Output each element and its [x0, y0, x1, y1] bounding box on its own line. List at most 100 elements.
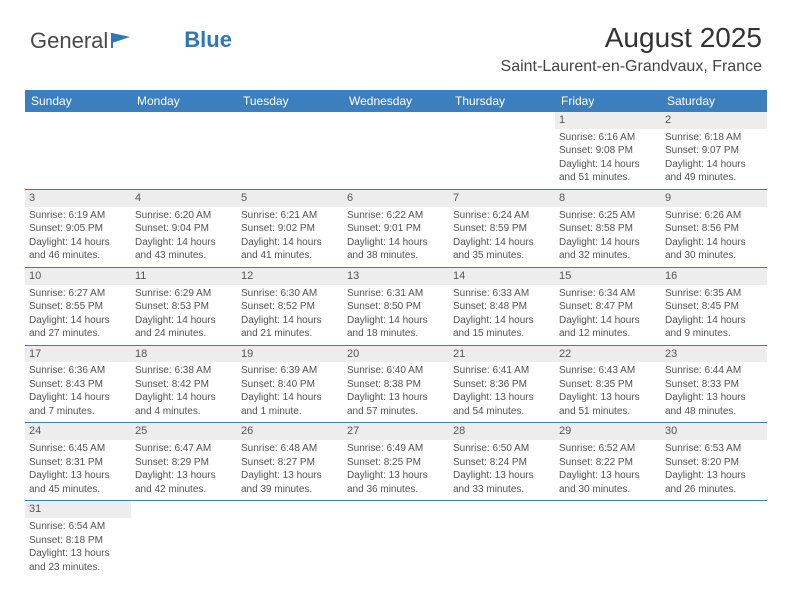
day-number: 17: [25, 346, 131, 363]
detail-line: Sunset: 9:05 PM: [29, 222, 127, 236]
detail-line: Daylight: 13 hours: [29, 469, 127, 483]
day-number: 11: [131, 268, 237, 285]
day-details: Sunrise: 6:31 AMSunset: 8:50 PMDaylight:…: [347, 287, 445, 341]
detail-line: Sunset: 8:22 PM: [559, 456, 657, 470]
detail-line: Sunrise: 6:44 AM: [665, 364, 763, 378]
day-number: 2: [661, 112, 767, 129]
brand-part2: Blue: [184, 27, 232, 53]
calendar-cell: [237, 112, 343, 189]
detail-line: Sunrise: 6:52 AM: [559, 442, 657, 456]
day-number: 23: [661, 346, 767, 363]
calendar-cell: [343, 501, 449, 578]
calendar-cell: 25Sunrise: 6:47 AMSunset: 8:29 PMDayligh…: [131, 423, 237, 501]
detail-line: and 12 minutes.: [559, 327, 657, 341]
detail-line: Sunset: 8:29 PM: [135, 456, 233, 470]
detail-line: Sunrise: 6:26 AM: [665, 209, 763, 223]
detail-line: Sunrise: 6:20 AM: [135, 209, 233, 223]
detail-line: Sunset: 8:50 PM: [347, 300, 445, 314]
calendar-cell: 15Sunrise: 6:34 AMSunset: 8:47 PMDayligh…: [555, 267, 661, 345]
day-details: Sunrise: 6:24 AMSunset: 8:59 PMDaylight:…: [453, 209, 551, 263]
detail-line: Daylight: 14 hours: [559, 314, 657, 328]
day-details: Sunrise: 6:26 AMSunset: 8:56 PMDaylight:…: [665, 209, 763, 263]
calendar-cell: 28Sunrise: 6:50 AMSunset: 8:24 PMDayligh…: [449, 423, 555, 501]
page-header: GeneralBlue August 2025 Saint-Laurent-en…: [0, 0, 792, 84]
day-number: 4: [131, 190, 237, 207]
detail-line: Daylight: 13 hours: [347, 469, 445, 483]
detail-line: Daylight: 14 hours: [29, 236, 127, 250]
detail-line: and 51 minutes.: [559, 171, 657, 185]
title-block: August 2025 Saint-Laurent-en-Grandvaux, …: [501, 22, 762, 76]
day-number: 13: [343, 268, 449, 285]
calendar-cell: 26Sunrise: 6:48 AMSunset: 8:27 PMDayligh…: [237, 423, 343, 501]
detail-line: Daylight: 14 hours: [29, 391, 127, 405]
detail-line: and 36 minutes.: [347, 483, 445, 497]
flag-icon: [110, 32, 132, 48]
detail-line: and 21 minutes.: [241, 327, 339, 341]
detail-line: Sunset: 8:38 PM: [347, 378, 445, 392]
detail-line: Sunrise: 6:16 AM: [559, 131, 657, 145]
day-details: Sunrise: 6:54 AMSunset: 8:18 PMDaylight:…: [29, 520, 127, 574]
detail-line: Sunset: 9:01 PM: [347, 222, 445, 236]
detail-line: Sunset: 9:07 PM: [665, 144, 763, 158]
detail-line: and 51 minutes.: [559, 405, 657, 419]
day-details: Sunrise: 6:36 AMSunset: 8:43 PMDaylight:…: [29, 364, 127, 418]
day-details: Sunrise: 6:48 AMSunset: 8:27 PMDaylight:…: [241, 442, 339, 496]
day-number: 22: [555, 346, 661, 363]
detail-line: Daylight: 14 hours: [135, 314, 233, 328]
day-number: 3: [25, 190, 131, 207]
day-number: 31: [25, 501, 131, 518]
calendar-cell: 23Sunrise: 6:44 AMSunset: 8:33 PMDayligh…: [661, 345, 767, 423]
day-number: 24: [25, 423, 131, 440]
detail-line: Daylight: 14 hours: [241, 314, 339, 328]
day-number: 9: [661, 190, 767, 207]
detail-line: Sunset: 8:42 PM: [135, 378, 233, 392]
detail-line: Daylight: 13 hours: [559, 469, 657, 483]
brand-logo: GeneralBlue: [30, 22, 232, 58]
calendar-cell: 12Sunrise: 6:30 AMSunset: 8:52 PMDayligh…: [237, 267, 343, 345]
calendar-cell: 6Sunrise: 6:22 AMSunset: 9:01 PMDaylight…: [343, 189, 449, 267]
detail-line: Sunrise: 6:35 AM: [665, 287, 763, 301]
calendar-body: 1Sunrise: 6:16 AMSunset: 9:08 PMDaylight…: [25, 112, 767, 578]
day-number: 27: [343, 423, 449, 440]
detail-line: and 54 minutes.: [453, 405, 551, 419]
detail-line: Daylight: 13 hours: [453, 391, 551, 405]
detail-line: and 43 minutes.: [135, 249, 233, 263]
detail-line: and 35 minutes.: [453, 249, 551, 263]
day-details: Sunrise: 6:33 AMSunset: 8:48 PMDaylight:…: [453, 287, 551, 341]
detail-line: Sunrise: 6:38 AM: [135, 364, 233, 378]
detail-line: and 24 minutes.: [135, 327, 233, 341]
detail-line: Daylight: 14 hours: [453, 314, 551, 328]
day-details: Sunrise: 6:44 AMSunset: 8:33 PMDaylight:…: [665, 364, 763, 418]
day-number: 18: [131, 346, 237, 363]
detail-line: Daylight: 13 hours: [559, 391, 657, 405]
detail-line: Daylight: 14 hours: [665, 158, 763, 172]
detail-line: and 32 minutes.: [559, 249, 657, 263]
detail-line: Sunrise: 6:34 AM: [559, 287, 657, 301]
day-details: Sunrise: 6:20 AMSunset: 9:04 PMDaylight:…: [135, 209, 233, 263]
day-header: Wednesday: [343, 90, 449, 112]
detail-line: and 27 minutes.: [29, 327, 127, 341]
detail-line: and 23 minutes.: [29, 561, 127, 575]
detail-line: Sunset: 8:20 PM: [665, 456, 763, 470]
calendar-cell: 30Sunrise: 6:53 AMSunset: 8:20 PMDayligh…: [661, 423, 767, 501]
detail-line: Daylight: 14 hours: [665, 236, 763, 250]
detail-line: Daylight: 13 hours: [347, 391, 445, 405]
day-header: Saturday: [661, 90, 767, 112]
location-text: Saint-Laurent-en-Grandvaux, France: [501, 58, 762, 76]
detail-line: Sunset: 8:52 PM: [241, 300, 339, 314]
detail-line: Sunrise: 6:45 AM: [29, 442, 127, 456]
detail-line: and 30 minutes.: [559, 483, 657, 497]
calendar-cell: [449, 501, 555, 578]
day-header: Monday: [131, 90, 237, 112]
day-number: 6: [343, 190, 449, 207]
detail-line: and 57 minutes.: [347, 405, 445, 419]
detail-line: Sunrise: 6:18 AM: [665, 131, 763, 145]
detail-line: Sunset: 9:08 PM: [559, 144, 657, 158]
day-header: Tuesday: [237, 90, 343, 112]
calendar-cell: 29Sunrise: 6:52 AMSunset: 8:22 PMDayligh…: [555, 423, 661, 501]
detail-line: Daylight: 13 hours: [665, 469, 763, 483]
day-details: Sunrise: 6:21 AMSunset: 9:02 PMDaylight:…: [241, 209, 339, 263]
detail-line: Sunset: 8:35 PM: [559, 378, 657, 392]
calendar-cell: 21Sunrise: 6:41 AMSunset: 8:36 PMDayligh…: [449, 345, 555, 423]
day-details: Sunrise: 6:49 AMSunset: 8:25 PMDaylight:…: [347, 442, 445, 496]
